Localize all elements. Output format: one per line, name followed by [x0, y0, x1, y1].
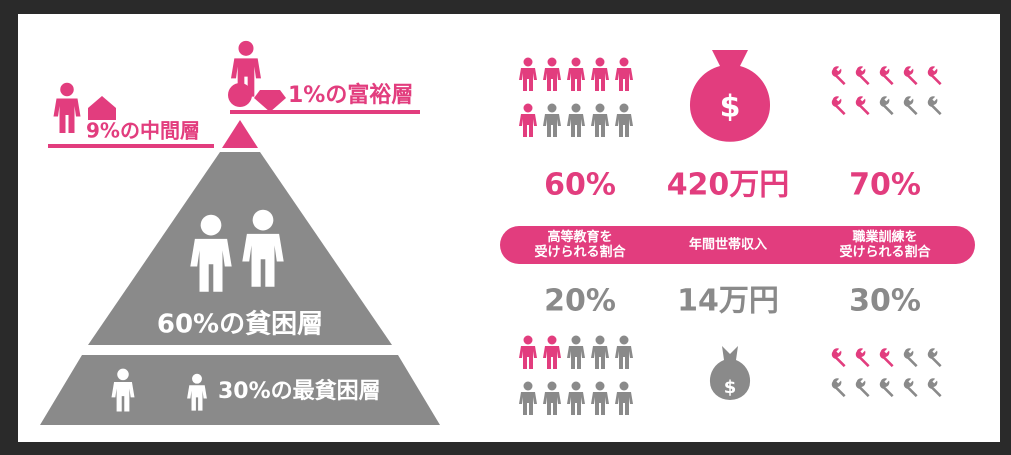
column-label: 受けられる割合	[534, 244, 626, 260]
pyramid-poorest	[40, 355, 440, 425]
rich-value: 70%	[849, 168, 921, 203]
poor-value: 14万円	[677, 284, 779, 319]
gem-icon	[254, 90, 286, 112]
poor-value: 30%	[849, 284, 921, 319]
column-label: 年間世帯収入	[689, 237, 767, 253]
poor-label: 60%の貧困層	[157, 310, 323, 340]
middle-label: 9%の中間層	[86, 119, 200, 143]
svg-text:$: $	[720, 90, 741, 125]
column-label: 受けられる割合	[839, 244, 931, 260]
column-label: 高等教育を	[547, 229, 612, 245]
money-bag-large: $	[689, 50, 771, 142]
house-icon	[88, 96, 116, 120]
rich-line	[230, 110, 420, 114]
poorest-label: 30%の最貧困層	[218, 378, 381, 404]
poor-value: 20%	[544, 284, 616, 319]
label-bar	[500, 226, 975, 264]
pyramid-poor	[88, 152, 392, 345]
pyramid-top	[222, 120, 258, 148]
middle-line	[48, 144, 214, 148]
svg-text:$: $	[724, 377, 737, 398]
money-bag-small: $	[709, 346, 751, 400]
rich-label: 1%の富裕層	[288, 82, 413, 108]
rich-value: 420万円	[667, 168, 790, 203]
coin-icon	[228, 83, 252, 107]
rich-value: 60%	[544, 168, 616, 203]
column-label: 職業訓練を	[852, 229, 917, 245]
